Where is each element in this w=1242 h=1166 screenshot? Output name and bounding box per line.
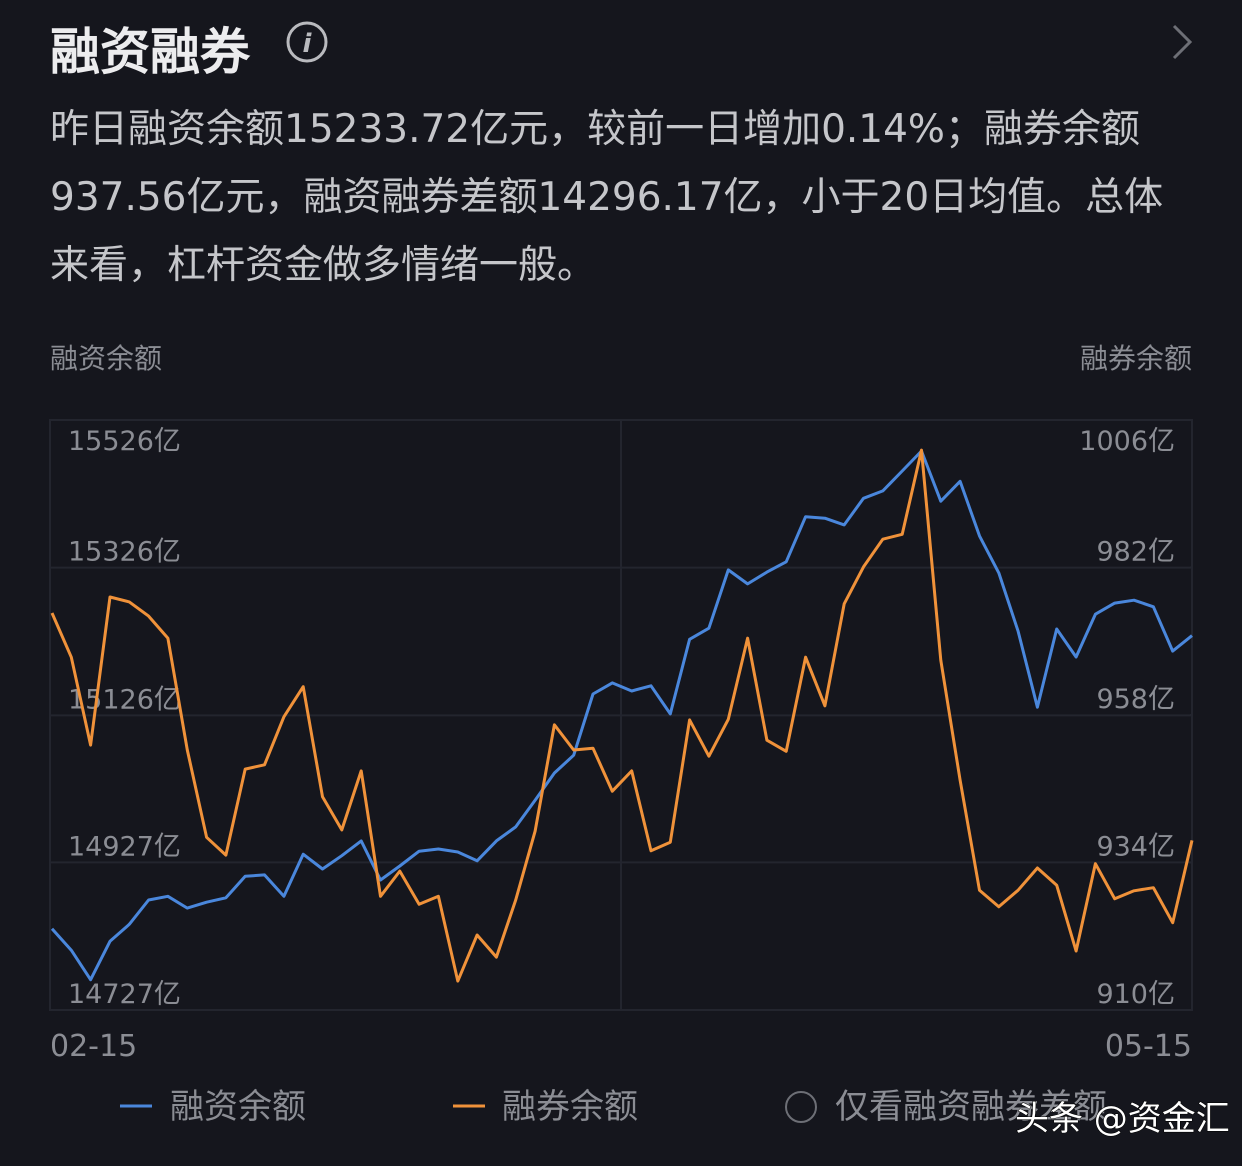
y-tick-label: 15526亿 [68,426,181,457]
y2-axis-title: 融券余额 [1080,342,1192,375]
page-title: 融资融券 [50,23,250,81]
y-tick-label: 15126亿 [68,684,181,715]
y-tick-label: 14727亿 [68,979,181,1010]
info-icon[interactable] [286,21,328,63]
series-line [50,448,1194,983]
legend-label: 融券余额 [502,1087,638,1127]
y-axis-title: 融资余额 [50,342,162,375]
y-tick-label: 14927亿 [68,831,181,862]
y2-tick-label: 958亿 [1096,684,1175,715]
x-tick-label: 02-15 [50,1029,137,1064]
chevron[interactable] [1172,24,1193,60]
series-line [50,449,1193,982]
summary-text: 昨日融资余额15233.72亿元，较前一日增加0.14%；融券余额937.56亿… [50,107,1164,288]
info-icon-glyph: i [303,29,313,59]
x-tick-label: 05-15 [1105,1029,1192,1064]
y2-tick-label: 934亿 [1096,832,1175,863]
y2-tick-label: 910亿 [1096,979,1175,1010]
y2-tick-label: 1006亿 [1079,426,1175,457]
legend-option[interactable]: 仅看融资融券差额 [835,1087,1107,1127]
legend-label: 融资余额 [170,1087,306,1127]
watermark: 头条 @资金汇 [1015,1099,1230,1139]
y-tick-label: 15326亿 [68,537,181,568]
radio-button[interactable] [785,1091,817,1123]
y2-tick-label: 982亿 [1096,537,1175,568]
